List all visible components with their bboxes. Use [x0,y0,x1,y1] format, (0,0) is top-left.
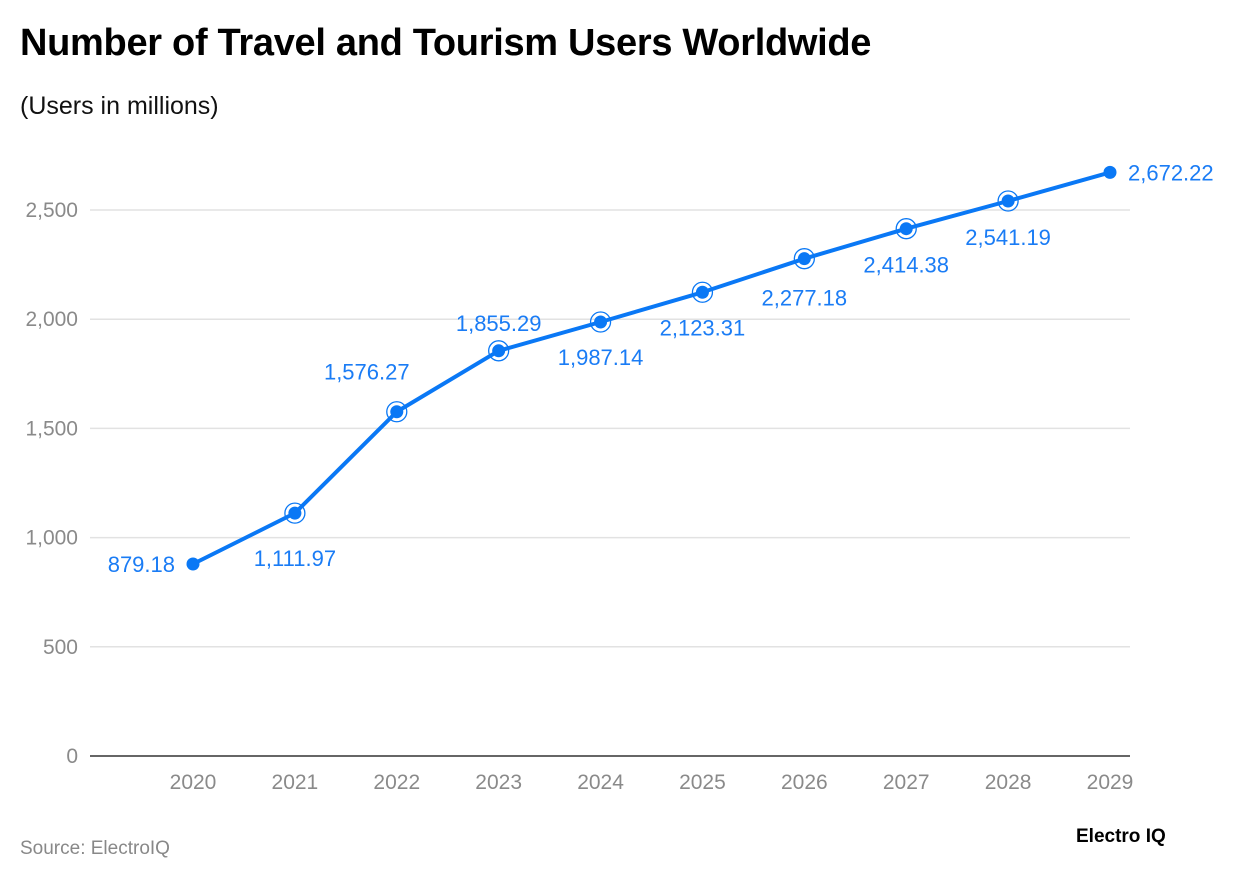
data-point [594,315,608,329]
x-tick-label: 2029 [1087,771,1134,794]
x-tick-label: 2022 [373,771,420,794]
data-point-ring [386,401,408,423]
data-point [390,405,404,419]
series-line [192,170,1111,566]
data-label: 879.18 [108,552,175,577]
data-point-ring [284,502,306,524]
data-point-ring [589,311,612,333]
y-tick-label: 500 [43,636,78,659]
y-tick-label: 1,500 [25,417,78,440]
data-label: 1,576.27 [324,360,410,385]
y-tick-label: 2,500 [25,199,78,222]
data-label: 2,277.18 [762,286,848,311]
x-tick-label: 2024 [577,771,624,794]
data-label: 1,987.14 [558,345,644,370]
data-label: 1,111.97 [254,546,336,571]
x-tick-label: 2020 [170,771,217,794]
data-point [1001,194,1015,208]
chart-subtitle: (Users in millions) [20,92,219,120]
y-tick-label: 1,000 [25,527,78,550]
data-point [797,252,811,266]
data-point-ring [793,248,815,270]
x-tick-label: 2028 [985,771,1032,794]
chart-title: Number of Travel and Tourism Users World… [20,22,872,64]
data-point-ring [488,340,510,362]
x-tick-label: 2023 [475,771,522,794]
data-label: 2,672.22 [1128,160,1214,185]
x-tick-label: 2025 [679,771,726,794]
data-label: 1,855.29 [456,311,542,336]
data-point-ring [691,281,714,303]
data-label: 2,541.19 [965,225,1051,250]
data-point [899,222,913,236]
data-point [186,557,200,571]
x-tick-label: 2027 [883,771,930,794]
y-tick-label: 0 [66,745,78,768]
data-point [288,506,302,520]
data-point-ring [997,190,1019,212]
data-point [695,285,709,299]
electroiq-logo: Electro IQ [1076,826,1166,847]
data-label: 2,414.38 [863,253,949,278]
source-note: Source: ElectroIQ [20,838,170,859]
x-tick-label: 2021 [272,771,319,794]
data-label: 2,123.31 [660,315,746,340]
data-point [1103,165,1117,179]
y-tick-label: 2,000 [25,308,78,331]
data-point-ring [895,218,917,240]
data-point [492,344,506,358]
x-tick-label: 2026 [781,771,828,794]
